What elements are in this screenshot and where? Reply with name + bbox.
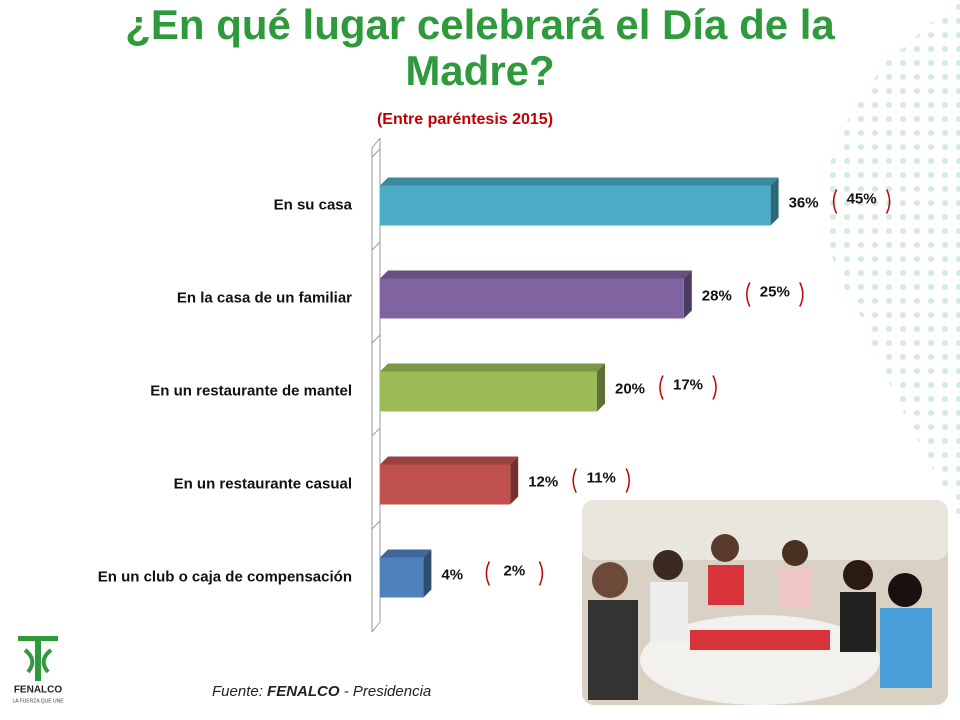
- category-label: En un restaurante casual: [174, 475, 352, 492]
- source-prefix: Fuente:: [212, 683, 263, 700]
- bracket-left: [485, 561, 491, 586]
- bracket-left: [659, 375, 664, 400]
- separator: [371, 148, 381, 158]
- bar: [380, 278, 684, 319]
- category-label: En la casa de un familiar: [177, 289, 352, 306]
- category-label: En un restaurante de mantel: [150, 382, 352, 399]
- source-org: FENALCO: [267, 683, 340, 700]
- background-dots: [824, 0, 960, 520]
- bracket-right: [885, 189, 891, 214]
- bar: [380, 464, 511, 505]
- previous-value-label: 25%: [760, 283, 790, 300]
- previous-value: 25%: [746, 282, 804, 307]
- value-label: 36%: [789, 194, 819, 211]
- bracket-right: [625, 468, 630, 493]
- previous-value-label: 2%: [504, 562, 526, 579]
- bar: [380, 371, 597, 412]
- axis-wall: [371, 137, 381, 633]
- value-label: 4%: [441, 566, 463, 583]
- previous-value: 11%: [572, 468, 630, 493]
- previous-value: 45%: [832, 189, 891, 214]
- category-label: En un club o caja de compensación: [98, 568, 352, 585]
- previous-value-label: 45%: [847, 190, 877, 207]
- value-label: 20%: [615, 380, 645, 397]
- bar-end: [597, 363, 605, 412]
- previous-value: 2%: [485, 561, 544, 586]
- bar-top: [380, 270, 692, 279]
- bar-top: [380, 456, 519, 465]
- bar-top: [380, 549, 432, 558]
- separator: [371, 520, 381, 530]
- previous-value: 17%: [659, 375, 717, 400]
- bracket-left: [746, 282, 751, 307]
- source-suffix: - Presidencia: [344, 683, 432, 700]
- bar-end: [510, 456, 519, 505]
- subtitle: (Entre paréntesis 2015): [377, 111, 553, 128]
- bracket-right: [538, 561, 544, 586]
- logo: FENALCO LA FUERZA QUE UNE: [12, 636, 64, 704]
- bracket-left: [832, 189, 838, 214]
- bar: [380, 185, 771, 226]
- separator: [371, 427, 381, 437]
- bar-end: [423, 549, 432, 598]
- photo: [582, 500, 948, 705]
- value-label: 12%: [528, 473, 558, 490]
- logo-name: FENALCO: [14, 685, 63, 696]
- bar: [380, 557, 424, 598]
- bracket-right: [799, 282, 804, 307]
- separator: [371, 241, 381, 251]
- bar-end: [683, 270, 692, 319]
- source: Fuente: FENALCO - Presidencia: [212, 683, 431, 700]
- chart-title: ¿En qué lugar celebrará el Día de la Mad…: [125, 1, 835, 94]
- logo-tagline: LA FUERZA QUE UNE: [12, 698, 64, 704]
- previous-value-label: 17%: [673, 376, 703, 393]
- separator: [371, 334, 381, 344]
- bracket-right: [712, 375, 717, 400]
- bar-top: [380, 177, 779, 186]
- category-label: En su casa: [274, 196, 353, 213]
- bracket-left: [572, 468, 577, 493]
- bar-end: [770, 177, 779, 226]
- value-label: 28%: [702, 287, 732, 304]
- previous-value-label: 11%: [587, 469, 616, 486]
- bar-top: [380, 363, 605, 372]
